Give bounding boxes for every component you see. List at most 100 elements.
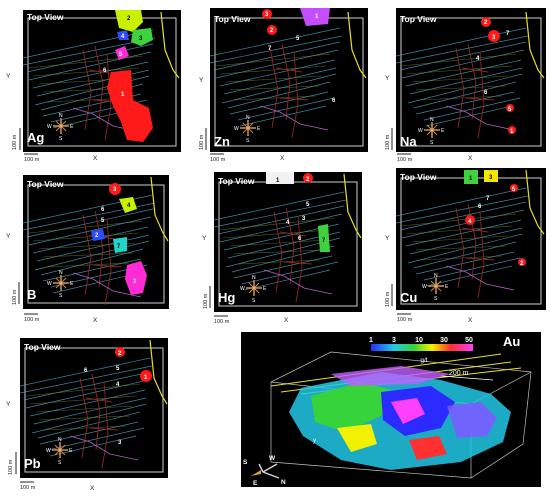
panel-zn-background — [210, 8, 368, 152]
panel-zn-road — [347, 11, 367, 79]
panel-na-marker-2: 2 — [484, 20, 488, 26]
panel-b-marker-2: 2 — [95, 233, 99, 239]
panel-hg-anomaly-2 — [303, 173, 313, 183]
panel-b-anomaly-3 — [109, 183, 121, 195]
panel-hg-marker-2: 2 — [306, 177, 310, 183]
panel-cu-compass-s: S — [434, 296, 438, 302]
panel-ag-road — [160, 11, 180, 79]
panel-b-anomaly-1 — [125, 261, 147, 295]
panel-na-axis-y: Y — [385, 75, 390, 82]
panel-zn-marker-7: 7 — [268, 46, 272, 52]
panel-zn-anomaly-1 — [300, 8, 330, 26]
panel-na-scale-y: 100 m — [385, 134, 391, 150]
panel-ag-top-view: Top View — [27, 12, 64, 22]
panel-b-compass-e: E — [70, 281, 74, 287]
panel-hg-marker-4: 4 — [286, 220, 290, 226]
panel-pb-marker-1: 1 — [144, 375, 148, 381]
panel-na-marker-4: 4 — [476, 56, 480, 62]
panel-b-top-view: Top View — [27, 179, 64, 189]
panel-cu-compass-n: N — [434, 273, 438, 279]
panel-ag-anomaly-3 — [131, 28, 153, 46]
panel-hg-marker-6: 6 — [298, 236, 302, 242]
panel-hg-compass: N S E W — [240, 275, 267, 304]
panel-pb-compass-n: N — [58, 437, 62, 443]
panel-hg-compass-w: W — [240, 286, 245, 292]
panel-b-axis-y: Y — [6, 233, 11, 240]
panel-ag-axis-y: Y — [6, 73, 11, 80]
panel-zn-anomaly-2 — [267, 25, 277, 35]
panel-na-element-label: Na — [400, 134, 417, 149]
panel-cu-road — [525, 169, 545, 235]
panel-hg-compass-n: N — [252, 275, 256, 281]
panel-ag: 2 3 4 5 6 1 Top View Ag N S E W — [22, 10, 181, 152]
panel-b-marker-7: 7 — [117, 244, 121, 250]
panel-b-element-label: B — [27, 287, 36, 302]
panel-au-scale-line — [440, 375, 494, 381]
panel-au-body-top — [331, 366, 451, 386]
panel-hg-scale-x: 100 m — [214, 319, 230, 325]
panel-zn-top-view: Top View — [214, 14, 251, 24]
panel-b-frame — [27, 184, 165, 304]
panel-hg-anomaly-7 — [318, 224, 330, 252]
panel-ag-compass-e: E — [70, 124, 74, 130]
panel-na-compass: N S E W — [418, 117, 445, 146]
panel-zn-anomaly-3 — [262, 9, 272, 19]
panel-pb-road — [149, 339, 168, 405]
panel-hg-axis-y: Y — [202, 235, 207, 242]
panel-au-body-green — [311, 382, 391, 432]
panel-pb-marker-2: 2 — [118, 351, 122, 357]
panel-na-road — [525, 11, 545, 79]
panel-hg-compass-s: S — [252, 298, 256, 304]
panel-pb-anomaly-1 — [140, 370, 152, 382]
panel-ag-marker-6: 6 — [103, 68, 107, 74]
panel-cu-anomaly-1 — [464, 170, 478, 184]
panel-b-scale-x: 100 m — [24, 317, 40, 323]
panel-ag-axis-x: X — [93, 155, 98, 162]
panel-na-marker-1: 1 — [510, 129, 514, 135]
panel-zn-marker-5: 5 — [296, 36, 300, 42]
panel-au-legend-tick-3: 3 — [392, 337, 396, 344]
panel-hg-compass-e: E — [263, 286, 267, 292]
panel-au-compass-n: N — [281, 479, 286, 486]
panel-ag-compass-s: S — [59, 136, 63, 142]
panel-na-scale-x: 100 m — [397, 157, 413, 163]
panel-na-compass-e: E — [441, 128, 445, 134]
panel-pb-axis-y: Y — [6, 401, 11, 408]
panel-au-legend-tick-10: 10 — [415, 337, 423, 344]
panel-ag-element-label: Ag — [27, 130, 44, 145]
panel-au-legend-tick-50: 50 — [465, 337, 473, 344]
panel-au-element-label: Au — [503, 334, 520, 349]
panel-na-anomaly-2 — [481, 17, 491, 27]
panel-b-road — [150, 176, 169, 242]
panel-ag-marker-3: 3 — [139, 36, 143, 42]
panel-cu-anomaly-3 — [484, 170, 498, 182]
panel-b-marker-5: 5 — [101, 218, 105, 224]
panel-au-compass-s: S — [243, 459, 248, 466]
panel-pb-background — [20, 338, 168, 478]
panel-b-anomaly-7 — [113, 237, 127, 253]
panel-au-body-yellow — [337, 424, 377, 452]
panel-cu-marker-4: 4 — [468, 219, 472, 225]
panel-zn: 1 2 3 5 7 6 Top View Zn N S E W — [209, 8, 368, 152]
panel-na-frame — [400, 17, 542, 147]
panel-zn-marker-2: 2 — [270, 28, 274, 34]
panel-au-axis-y: y — [313, 438, 316, 444]
panel-pb-compass-s: S — [58, 460, 62, 466]
panel-na-top-view: Top View — [400, 14, 437, 24]
panel-cu-scale-x: 100 m — [397, 317, 413, 323]
panel-na-compass-w: W — [418, 128, 423, 134]
panel-na-anomaly-1 — [508, 126, 516, 134]
panel-b-background — [23, 175, 169, 309]
panel-na-marker-3: 3 — [492, 35, 496, 41]
panel-ag-scale-y: 100 m — [12, 134, 18, 150]
panel-pb-scale-y: 100 m — [8, 459, 14, 475]
panel-zn-marker-3: 3 — [265, 12, 269, 18]
panel-ag-anomaly-4 — [117, 30, 129, 40]
panel-zn-axis-x: X — [280, 155, 285, 162]
panel-ag-marker-5: 5 — [119, 52, 123, 58]
panel-ag-anomaly-1 — [107, 70, 153, 142]
panel-hg: 1 2 5 3 4 6 7 Top View Hg N S E W — [213, 172, 362, 312]
panel-hg-marker-1: 1 — [276, 178, 280, 184]
panel-ag-frame — [27, 17, 177, 147]
